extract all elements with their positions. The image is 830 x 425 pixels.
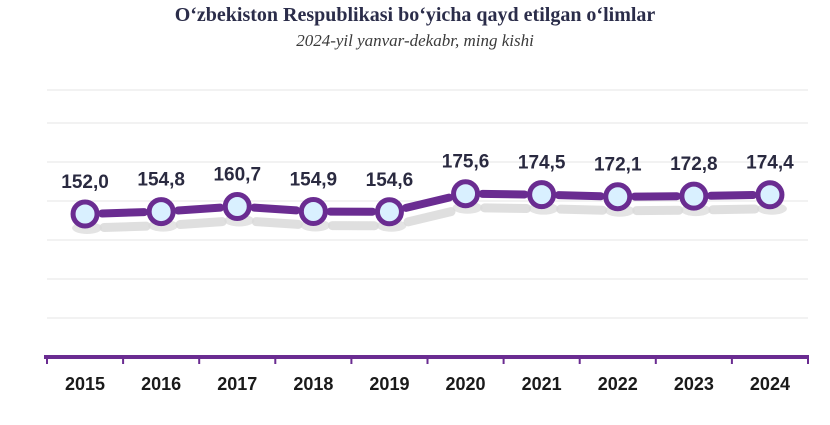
point-2020 [451, 179, 481, 209]
shadow-segment-6 [556, 204, 608, 215]
x-tick-label-2017: 2017 [217, 374, 257, 394]
x-tick-label-2015: 2015 [65, 374, 105, 394]
shadow-segment-8 [708, 204, 760, 215]
data-label-2015: 152,0 [61, 172, 109, 193]
x-tick-label-2018: 2018 [293, 374, 333, 394]
chart-subtitle: 2024-yil yanvar-dekabr, ming kishi [296, 31, 534, 50]
point-2018 [298, 197, 328, 227]
series-line [98, 189, 757, 218]
x-tick-label-2022: 2022 [598, 374, 638, 394]
category-labels: 2015 2016 2017 2018 2019 2020 2021 2022 2023 2024 [65, 374, 790, 394]
point-2024 [755, 180, 785, 210]
data-label-2019: 154,6 [366, 170, 414, 191]
point-2017 [222, 192, 252, 222]
data-label-2024: 174,4 [746, 153, 794, 174]
x-tick-label-2023: 2023 [674, 374, 714, 394]
point-2015 [70, 199, 100, 229]
data-labels: 152,0 154,8 160,7 154,9 154,6 175,6 174,5 172,1… [61, 152, 794, 193]
data-label-2016: 154,8 [137, 170, 185, 191]
data-label-2018: 154,9 [290, 170, 338, 191]
shadow-segment-4 [403, 207, 456, 227]
x-tick-label-2021: 2021 [522, 374, 562, 394]
point-2021 [527, 180, 557, 210]
point-2019 [374, 197, 404, 227]
x-axis [44, 355, 809, 364]
line-segment-5 [478, 189, 529, 199]
line-segment-4 [401, 193, 454, 212]
gridlines [47, 89, 808, 319]
x-tick-label-2019: 2019 [369, 374, 409, 394]
x-tick-label-2020: 2020 [446, 374, 486, 394]
shadow-segment-2 [251, 217, 303, 229]
line-segment-8 [706, 191, 757, 200]
x-tick-label-2024: 2024 [750, 374, 790, 394]
data-label-2021: 174,5 [518, 153, 566, 174]
data-label-2020: 175,6 [442, 152, 490, 173]
point-2023 [679, 181, 709, 211]
line-segment-2 [250, 203, 301, 215]
line-segment-0 [98, 208, 149, 218]
data-label-2017: 160,7 [213, 165, 261, 186]
point-2022 [603, 182, 633, 212]
line-segment-6 [554, 191, 605, 201]
line-shadow [99, 203, 760, 232]
chart-title: O‘zbekiston Respublikasi bo‘yicha qayd e… [174, 4, 656, 26]
point-2016 [146, 197, 176, 227]
line-segment-1 [174, 203, 225, 215]
shadow-segment-1 [175, 217, 227, 229]
shadow-segment-0 [99, 221, 151, 232]
data-label-2022: 172,1 [594, 155, 642, 176]
series-markers [70, 179, 787, 234]
data-label-2023: 172,8 [670, 154, 718, 175]
x-tick-label-2016: 2016 [141, 374, 181, 394]
shadow-segment-5 [480, 203, 532, 213]
